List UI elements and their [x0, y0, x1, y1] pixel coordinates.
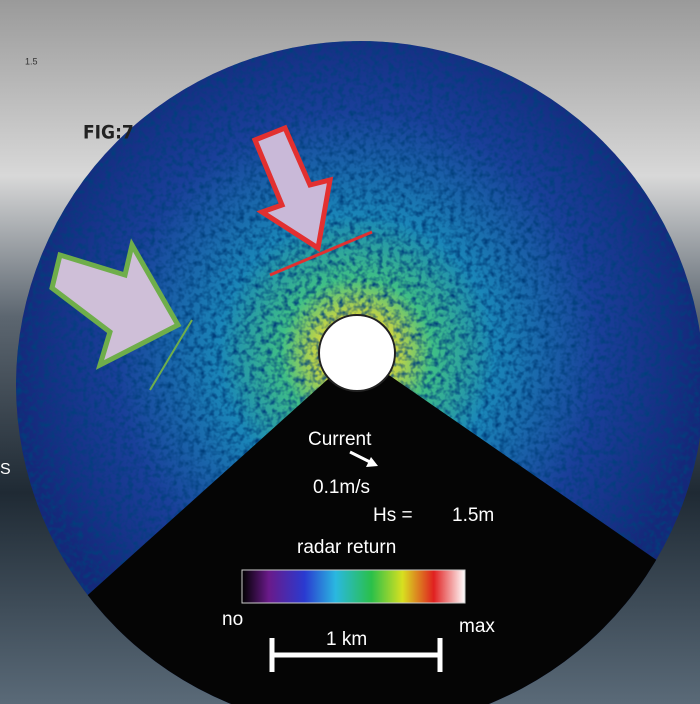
figure-label: FIG:7	[83, 122, 134, 144]
red-arrow	[251, 124, 334, 253]
current-speed: 0.1m/s	[313, 477, 370, 498]
corner-tick: 1.5	[25, 56, 38, 66]
shadow-sector	[60, 353, 700, 704]
red-line	[269, 230, 373, 277]
colorbar	[241, 569, 466, 604]
green-line	[149, 319, 193, 391]
center-mask	[318, 314, 396, 392]
current-arrowhead	[366, 457, 378, 467]
hs-value: 1.5m	[452, 505, 494, 526]
green-arrow	[49, 238, 182, 370]
edge-text: S	[0, 461, 11, 478]
current-label: Current	[308, 429, 372, 450]
hs-label: Hs =	[373, 505, 413, 526]
scale-bar	[269, 638, 443, 672]
legend-max: max	[459, 616, 495, 637]
legend-min: no	[222, 609, 243, 630]
scale-label: 1 km	[326, 629, 367, 650]
current-arrow	[349, 450, 373, 465]
legend-title: radar return	[297, 537, 396, 558]
